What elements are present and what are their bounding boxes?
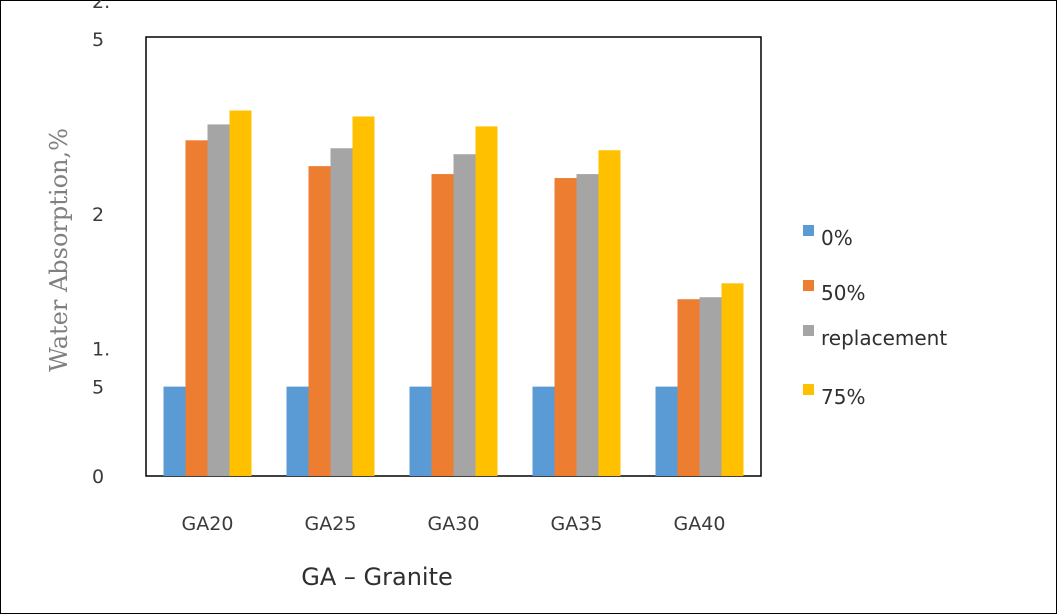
bar-GA35-series-2 — [554, 178, 577, 476]
bar-GA40-series-4 — [721, 283, 744, 476]
bars-group — [163, 110, 744, 477]
legend-label-2: 50% — [821, 281, 865, 305]
bar-GA35-series-4 — [598, 150, 621, 476]
legend-label-3: replacement — [821, 326, 947, 350]
bar-GA30-series-3 — [453, 154, 476, 476]
x-tick-label-GA35: GA35 — [551, 513, 603, 535]
bar-GA35-series-1 — [532, 386, 555, 476]
bar-GA25-series-1 — [286, 386, 309, 476]
x-axis-title: GA – Granite — [301, 563, 453, 591]
y-tick-label-2-line-0: 2 — [92, 204, 104, 226]
x-tick-label-GA30: GA30 — [428, 513, 480, 535]
bar-GA20-series-1 — [163, 386, 186, 476]
bar-GA20-series-3 — [207, 124, 230, 476]
x-tick-labels: GA20 GA25 GA30 GA35 GA40 — [182, 513, 726, 535]
x-tick-label-GA40: GA40 — [674, 513, 726, 535]
legend-swatch-4 — [803, 384, 814, 395]
bar-GA30-series-2 — [431, 174, 454, 476]
x-tick-label-GA25: GA25 — [305, 513, 357, 535]
bar-GA30-series-1 — [409, 386, 432, 476]
legend-swatch-2 — [803, 280, 814, 291]
y-tick-label-3-line-0: 2. — [92, 0, 110, 13]
bar-GA25-series-3 — [330, 148, 353, 476]
y-tick-label-0-line-0: 0 — [92, 466, 104, 488]
bar-GA35-series-3 — [576, 174, 599, 476]
bar-GA20-series-2 — [185, 140, 208, 476]
legend-label-4: 75% — [821, 385, 865, 409]
y-tick-labels: 0 1. 5 2 2. 5 — [92, 0, 110, 488]
bar-GA40-series-1 — [655, 386, 678, 476]
bar-GA40-series-2 — [677, 299, 700, 476]
legend: 0% 50% replacement 75% — [803, 225, 947, 409]
y-tick-label-3-line-1: 5 — [92, 29, 104, 51]
bar-GA30-series-4 — [475, 126, 498, 477]
x-tick-label-GA20: GA20 — [182, 513, 234, 535]
legend-label-1: 0% — [821, 226, 853, 250]
bar-GA20-series-4 — [229, 110, 252, 476]
bar-GA40-series-3 — [699, 297, 722, 476]
y-axis-title: Water Absorption,% — [45, 128, 73, 372]
legend-swatch-3 — [803, 325, 814, 336]
bar-GA25-series-2 — [308, 166, 331, 477]
bar-GA25-series-4 — [352, 116, 375, 476]
legend-swatch-1 — [803, 225, 814, 236]
y-tick-label-1-line-0: 1. — [92, 339, 110, 361]
y-tick-label-1-line-1: 5 — [92, 377, 104, 399]
